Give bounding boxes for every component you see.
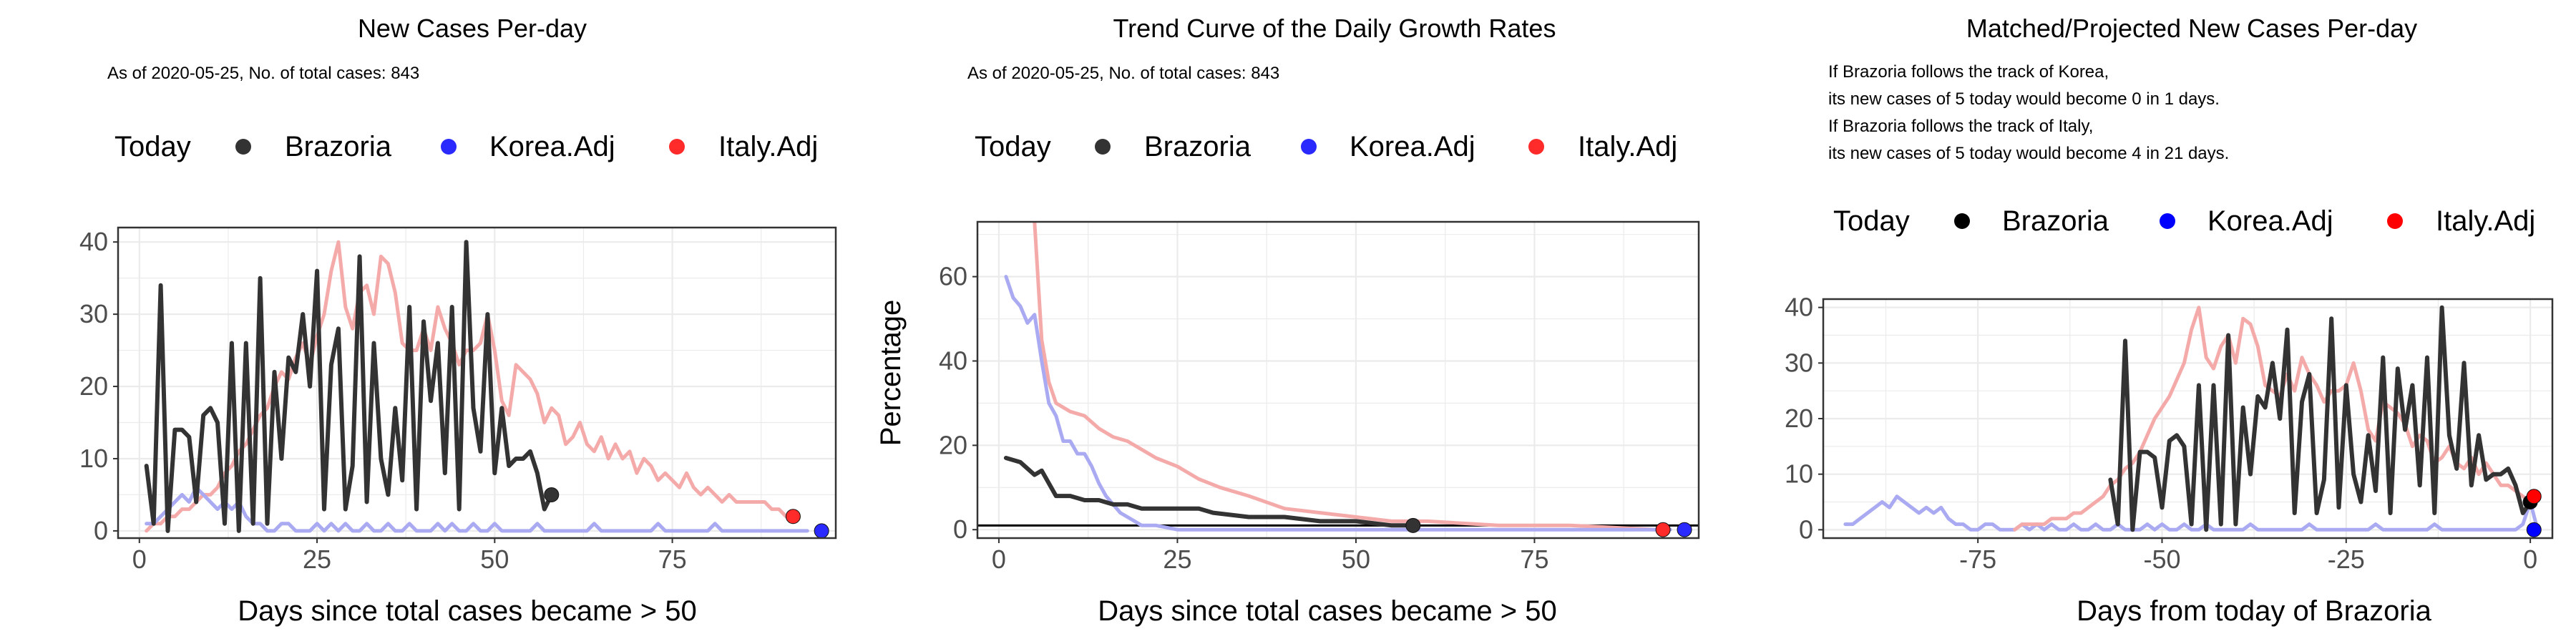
x-tick-label: 0 <box>992 545 1006 574</box>
panel-2-plot-area: 0 25 50 75 0 20 40 60 <box>939 220 1700 574</box>
legend-key-brazoria <box>1095 139 1111 155</box>
today-point-korea-adj <box>814 523 829 539</box>
y-tick-label: 60 <box>939 262 967 291</box>
y-tick-label: 0 <box>953 514 967 544</box>
annotation-line: its new cases of 5 today would become 4 … <box>1828 144 2229 163</box>
today-point-italy-adj <box>1655 522 1671 537</box>
panel-3-plot-area: -75 -50 -25 0 0 10 20 30 40 <box>1785 293 2554 574</box>
x-tick-label: 0 <box>2523 545 2537 574</box>
annotation-line: If Brazoria follows the track of Korea, <box>1828 62 2109 82</box>
plot-border <box>976 220 1700 540</box>
x-tick-label: 50 <box>1342 545 1370 574</box>
series-line-korea-adj <box>145 485 809 533</box>
today-point-korea-adj <box>2526 522 2542 537</box>
series-line-korea-adj <box>1843 494 2540 532</box>
y-tick-label: 40 <box>1785 293 1813 322</box>
legend-label-korea: Korea.Adj <box>1350 131 1475 162</box>
y-tick-label: 10 <box>1785 459 1813 489</box>
today-point-italy-adj <box>2526 489 2542 504</box>
series-line-brazoria <box>144 240 554 533</box>
legend-title: Today <box>1833 205 1910 237</box>
legend-key-korea <box>1301 139 1317 155</box>
today-point-brazoria <box>544 487 560 502</box>
today-point-brazoria <box>1405 517 1421 533</box>
x-tick-label: -50 <box>2143 545 2180 574</box>
plot-border <box>1822 298 2554 540</box>
panel-1-legend: Today Brazoria Korea.Adj Italy.Adj <box>114 131 818 162</box>
panel-2-subtitle: As of 2020-05-25, No. of total cases: 84… <box>967 64 1279 83</box>
today-point-italy-adj <box>785 509 801 525</box>
y-tick-label: 20 <box>79 371 108 401</box>
series-line-brazoria <box>1003 456 1415 528</box>
panel-2-y-axis-label: Percentage <box>875 300 907 447</box>
panel-projected-cases: Matched/Projected New Cases Per-day If B… <box>1785 14 2554 627</box>
panel-3-annotation: If Brazoria follows the track of Korea, … <box>1828 62 2229 163</box>
x-tick-label: 25 <box>1163 545 1191 574</box>
legend-label-brazoria: Brazoria <box>285 131 392 162</box>
panel-3-title: Matched/Projected New Cases Per-day <box>1966 14 2417 43</box>
legend-title: Today <box>114 131 191 162</box>
legend-key-italy <box>1528 139 1544 155</box>
x-tick-label: -75 <box>1959 545 1996 574</box>
plot-border <box>117 226 837 540</box>
y-tick-label: 0 <box>1799 514 1813 544</box>
x-tick-label: 50 <box>480 545 509 574</box>
annotation-line: its new cases of 5 today would become 0 … <box>1828 89 2220 109</box>
x-tick-label: 75 <box>1520 545 1548 574</box>
legend-label-brazoria: Brazoria <box>2002 205 2109 237</box>
x-tick-label: 75 <box>658 545 687 574</box>
legend-label-brazoria: Brazoria <box>1144 131 1252 162</box>
y-tick-label: 0 <box>94 516 108 545</box>
legend-label-italy: Italy.Adj <box>718 131 818 162</box>
legend-label-italy: Italy.Adj <box>2436 205 2535 237</box>
series-line-italy-adj <box>1033 222 1658 532</box>
panel-3-legend: Today Brazoria Korea.Adj Italy.Adj <box>1833 205 2535 237</box>
y-tick-label: 30 <box>1785 348 1813 377</box>
legend-key-korea <box>2160 213 2175 229</box>
y-tick-label: 40 <box>939 346 967 375</box>
panel-1-title: New Cases Per-day <box>358 14 587 43</box>
panel-2-legend: Today Brazoria Korea.Adj Italy.Adj <box>975 131 1677 162</box>
legend-key-italy <box>669 139 685 155</box>
panel-2-x-axis-label: Days since total cases became > 50 <box>1098 595 1556 627</box>
x-tick-label: -25 <box>2328 545 2365 574</box>
today-point-korea-adj <box>1677 522 1692 537</box>
legend-key-korea <box>441 139 457 155</box>
x-tick-label: 25 <box>303 545 331 574</box>
legend-key-italy <box>2387 213 2403 229</box>
annotation-line: If Brazoria follows the track of Italy, <box>1828 117 2093 136</box>
y-tick-label: 40 <box>79 227 108 256</box>
series-line-brazoria <box>2108 305 2533 532</box>
legend-key-brazoria <box>1954 213 1970 229</box>
y-tick-label: 10 <box>79 444 108 473</box>
panel-1-subtitle: As of 2020-05-25, No. of total cases: 84… <box>107 64 419 83</box>
panel-1-plot-area: 0 25 50 75 0 10 20 30 40 <box>79 226 837 574</box>
legend-title: Today <box>975 131 1051 162</box>
legend-key-brazoria <box>235 139 251 155</box>
legend-label-korea: Korea.Adj <box>489 131 615 162</box>
y-tick-label: 20 <box>1785 404 1813 433</box>
panel-2-title: Trend Curve of the Daily Growth Rates <box>1113 14 1556 43</box>
legend-label-korea: Korea.Adj <box>2207 205 2333 237</box>
panel-3-x-axis-label: Days from today of Brazoria <box>2077 595 2431 627</box>
y-tick-label: 30 <box>79 299 108 328</box>
panel-new-cases: New Cases Per-day As of 2020-05-25, No. … <box>79 14 837 627</box>
panel-growth-rates: Trend Curve of the Daily Growth Rates As… <box>875 14 1700 627</box>
series-line-korea-adj <box>1004 275 1672 532</box>
panel-1-x-axis-label: Days since total cases became > 50 <box>238 595 696 627</box>
legend-label-italy: Italy.Adj <box>1578 131 1677 162</box>
y-tick-label: 20 <box>939 430 967 459</box>
x-tick-label: 0 <box>132 545 147 574</box>
